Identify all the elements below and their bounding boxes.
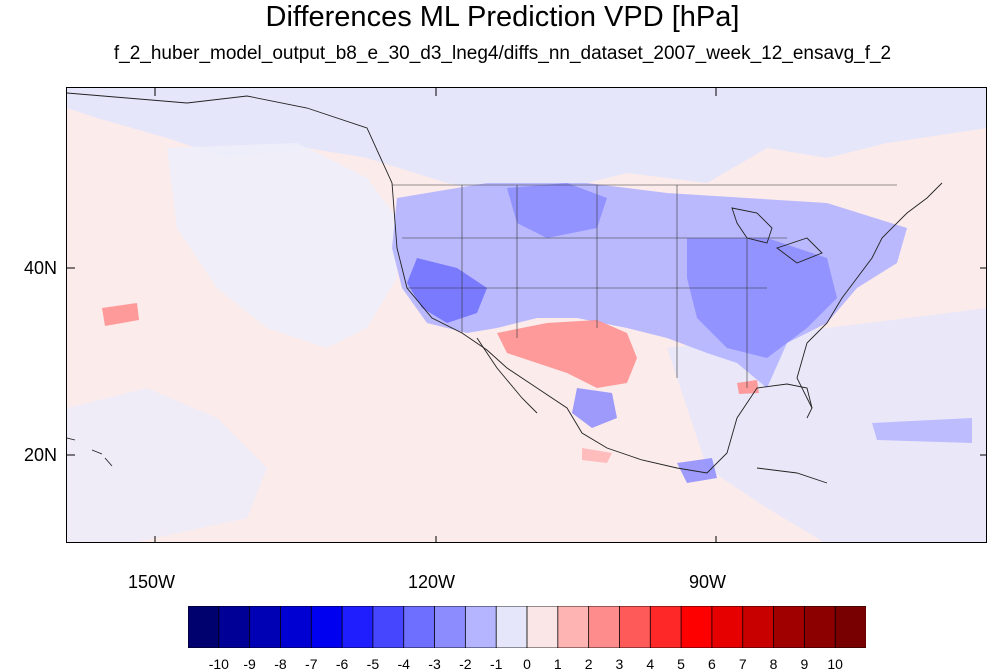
lat-tick-label: 40N xyxy=(24,258,58,278)
colorbar-swatch xyxy=(495,606,528,648)
lon-tick-label: 90W xyxy=(689,572,727,592)
colorbar-swatch xyxy=(557,606,590,648)
us-east-coastline xyxy=(796,182,943,409)
colorbar-tick-label: 0 xyxy=(523,656,531,672)
colorbar-swatch xyxy=(742,606,775,648)
field-near-zero-negative xyxy=(67,388,267,542)
colorbar-tick-label: -3 xyxy=(428,656,441,672)
map-subtitle: f_2_huber_model_output_b8_e_30_d3_lneg4/… xyxy=(113,43,892,64)
colorbar-swatch xyxy=(526,606,559,648)
colorbar-swatch xyxy=(310,606,343,648)
map-title: Differences ML Prediction VPD [hPa] xyxy=(265,1,740,33)
field-negative-west xyxy=(407,258,487,323)
coastlines xyxy=(67,92,943,484)
colorbar-swatch xyxy=(249,606,282,648)
colorbar-tick-label: 5 xyxy=(677,656,685,672)
colorbar-swatch xyxy=(680,606,713,648)
colorbar-tick-label: -7 xyxy=(305,656,318,672)
colorbar-swatch xyxy=(464,606,497,648)
colorbar-tick-label: -1 xyxy=(489,656,503,672)
field-negative-north xyxy=(507,183,607,238)
great-lakes xyxy=(731,207,823,264)
colorbar-swatch xyxy=(280,606,312,648)
hawaii-islands xyxy=(67,437,113,467)
field-positive-gulf xyxy=(737,380,759,394)
colorbar xyxy=(188,606,866,648)
field-negative-us xyxy=(687,238,837,358)
colorbar-swatch xyxy=(341,606,374,648)
field-positive-southwest xyxy=(497,320,637,388)
lon-tick-label: 120W xyxy=(408,572,456,592)
colorbar-swatches xyxy=(188,606,866,648)
colorbar-tick-label: 8 xyxy=(769,656,778,672)
colorbar-tick-label: 9 xyxy=(800,656,809,672)
colorbar-tick-label: 10 xyxy=(827,656,843,672)
colorbar-tick-label: 2 xyxy=(584,656,593,672)
north-america-coastline xyxy=(67,92,813,474)
state-borders xyxy=(392,184,897,388)
field-negative-mexico xyxy=(572,388,617,428)
colorbar-tick-label: 4 xyxy=(646,656,655,672)
field-near-zero-negative xyxy=(67,88,986,198)
baja-california xyxy=(476,337,538,414)
lat-tick-label: 20N xyxy=(24,445,58,465)
field-near-zero-negative xyxy=(167,143,397,348)
colorbar-swatch xyxy=(711,606,744,648)
colorbar-tick-label: 3 xyxy=(615,656,624,672)
field-positive-pacific xyxy=(102,303,139,326)
colorbar-swatch xyxy=(188,606,220,648)
axis-ticks xyxy=(67,88,986,542)
colorbar-tick-label: -5 xyxy=(366,656,380,672)
colorbar-tick-label: -8 xyxy=(274,656,287,672)
cuba xyxy=(756,467,828,484)
colorbar-swatch xyxy=(434,606,467,648)
colorbar-tick-label: -9 xyxy=(243,656,256,672)
field-negative-caribbean xyxy=(677,458,717,483)
colorbar-swatch xyxy=(803,606,836,648)
colorbar-tick-label: -4 xyxy=(397,656,410,672)
colorbar-swatch xyxy=(372,606,405,648)
colorbar-tick-label: 6 xyxy=(708,656,716,672)
colorbar-swatch xyxy=(619,606,651,648)
lon-tick-label: 150W xyxy=(128,572,176,592)
colorbar-tick-label: -6 xyxy=(335,656,349,672)
map-canvas xyxy=(67,88,986,542)
colorbar-swatch xyxy=(834,606,866,648)
field-positive-mexico xyxy=(582,448,612,463)
colorbar-swatch xyxy=(588,606,621,648)
colorbar-swatch xyxy=(218,606,251,648)
colorbar-swatch xyxy=(649,606,682,648)
map-plot xyxy=(66,87,987,543)
colorbar-tick-label: -2 xyxy=(459,656,472,672)
colorbar-tick-label: 7 xyxy=(738,656,747,672)
colorbar-swatch xyxy=(403,606,436,648)
colorbar-tick-label: -10 xyxy=(208,656,229,672)
field-negative-atlantic xyxy=(872,418,972,443)
colorbar-swatch xyxy=(773,606,806,648)
colorbar-tick-label: 1 xyxy=(553,656,562,672)
